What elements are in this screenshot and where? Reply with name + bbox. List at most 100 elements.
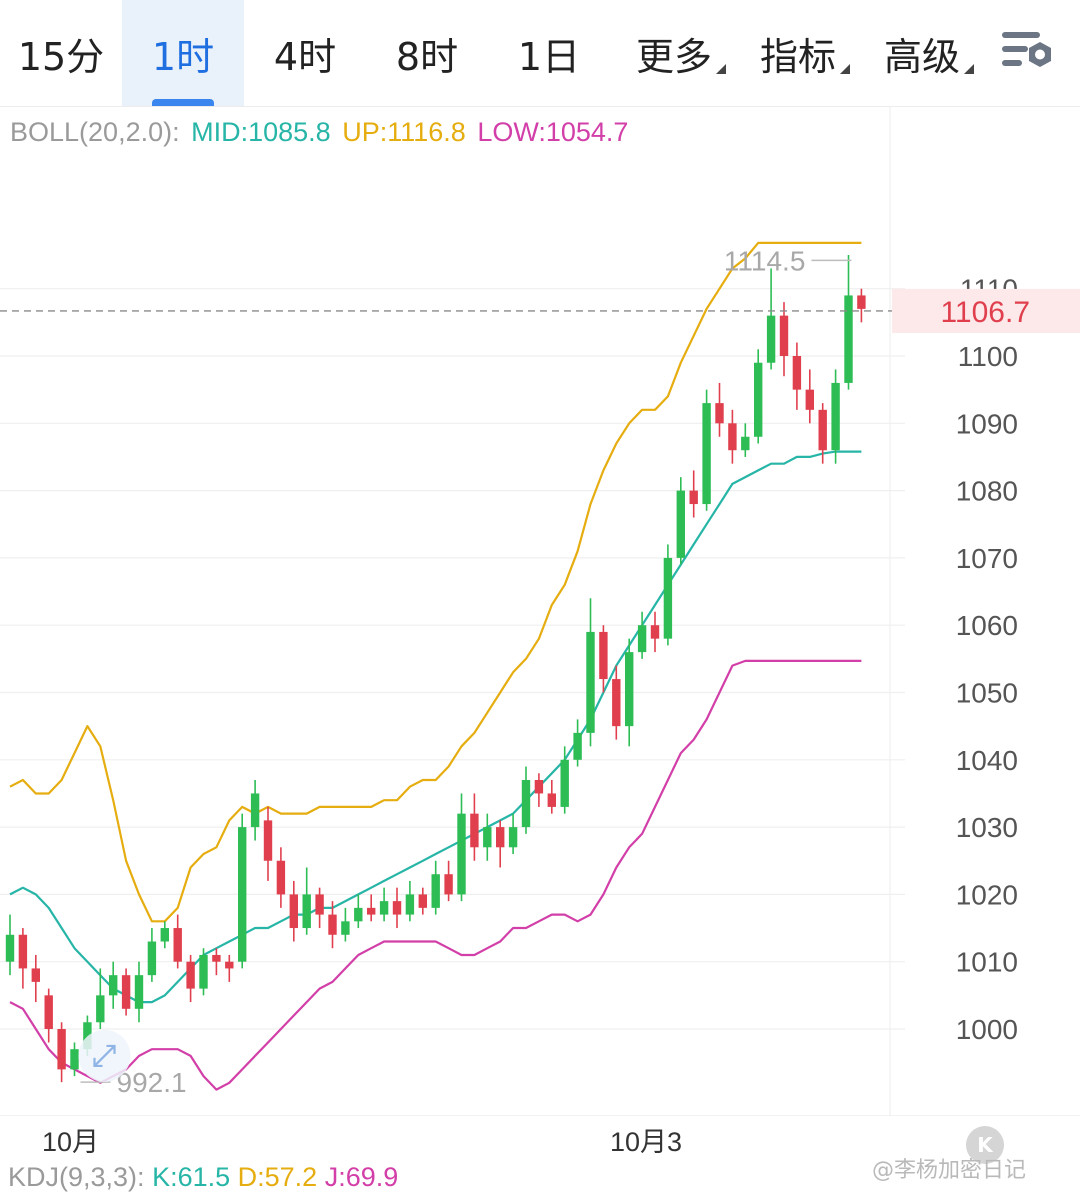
candle-up bbox=[96, 995, 105, 1023]
candle-up bbox=[147, 941, 157, 976]
candle-up bbox=[754, 362, 763, 437]
boll-low-value: LOW:1054.7 bbox=[477, 117, 629, 147]
dropdown-caret-icon bbox=[964, 64, 974, 74]
timeframe-tabbar: 15分 1时 4时 8时 1日 更多 指标 高级 bbox=[0, 0, 1080, 107]
kline-badge-icon[interactable]: K bbox=[966, 1126, 1004, 1164]
y-tick-label: 1020 bbox=[956, 879, 1018, 910]
candle-up bbox=[134, 975, 144, 1009]
candle-down bbox=[715, 403, 724, 424]
candle-up bbox=[109, 975, 118, 996]
candle-up bbox=[508, 827, 518, 848]
tab-advanced-dropdown[interactable]: 高级 bbox=[860, 0, 984, 106]
candle-down bbox=[173, 928, 182, 962]
candle-down bbox=[276, 860, 286, 895]
expand-arrows-icon bbox=[93, 1044, 116, 1068]
candle-down bbox=[689, 490, 698, 505]
y-tick-label: 1000 bbox=[956, 1014, 1018, 1045]
y-tick-label: 1050 bbox=[956, 678, 1018, 709]
candle-up bbox=[431, 874, 440, 908]
candle-up bbox=[250, 793, 260, 828]
candle-down bbox=[779, 315, 789, 356]
candle-down bbox=[263, 820, 273, 861]
last-price-label: 1106.7 bbox=[940, 296, 1030, 329]
candle-down bbox=[496, 827, 505, 848]
candle-up bbox=[560, 759, 569, 807]
candle-down bbox=[328, 914, 337, 935]
candle-down bbox=[212, 954, 221, 962]
y-tick-label: 1060 bbox=[956, 610, 1018, 641]
tab-label: 1时 bbox=[151, 34, 215, 79]
tab-1h[interactable]: 1时 bbox=[122, 0, 244, 106]
tab-label: 1日 bbox=[517, 34, 581, 79]
tab-4h[interactable]: 4时 bbox=[244, 0, 366, 106]
candle-down bbox=[650, 625, 660, 639]
boll-low-line bbox=[9, 659, 862, 1091]
boll-up-value: UP:1116.8 bbox=[342, 117, 466, 147]
candle-down bbox=[805, 389, 814, 410]
boll-label: BOLL(20,2.0): bbox=[10, 117, 180, 147]
boll-mid-line bbox=[9, 450, 862, 1004]
candle-down bbox=[31, 968, 40, 982]
active-tab-indicator bbox=[152, 99, 214, 106]
chart-settings-icon[interactable] bbox=[1000, 28, 1060, 76]
y-tick-label: 1040 bbox=[956, 745, 1018, 776]
dropdown-caret-icon bbox=[716, 64, 726, 74]
candle-up bbox=[844, 295, 853, 383]
candle-down bbox=[367, 907, 376, 915]
kdj-indicator-row: KDJ(9,3,3): K:61.5 D:57.2 J:69.9 bbox=[8, 1160, 398, 1194]
kdj-d-value: D:57.2 bbox=[237, 1162, 318, 1192]
candle-up bbox=[5, 934, 15, 962]
y-tick-label: 1030 bbox=[956, 812, 1018, 843]
y-tick-label: 1010 bbox=[956, 947, 1018, 978]
y-tick-label: 1080 bbox=[956, 476, 1018, 507]
candle-down bbox=[289, 894, 298, 929]
candle-up bbox=[354, 907, 363, 922]
candle-up bbox=[341, 921, 350, 935]
tab-15m[interactable]: 15分 bbox=[0, 0, 122, 106]
candle-up bbox=[483, 827, 492, 848]
candle-up bbox=[379, 901, 389, 915]
candle-down bbox=[186, 961, 195, 989]
candle-down bbox=[418, 894, 427, 908]
candle-up bbox=[637, 625, 647, 653]
boll-mid-value: MID:1085.8 bbox=[191, 117, 331, 147]
candle-up bbox=[586, 631, 595, 733]
candle-down bbox=[599, 631, 608, 680]
x-axis-label-oct3: 10月3 bbox=[610, 1127, 683, 1157]
candle-up bbox=[521, 779, 531, 828]
candle-up bbox=[302, 894, 311, 929]
low-annotation-label: 992.1 bbox=[117, 1067, 187, 1098]
candle-up bbox=[741, 436, 750, 451]
tab-indicators-dropdown[interactable]: 指标 bbox=[736, 0, 860, 106]
candle-up bbox=[83, 1022, 92, 1050]
tab-label: 更多 bbox=[635, 34, 712, 79]
candle-down bbox=[44, 995, 53, 1029]
y-tick-label: 1100 bbox=[958, 341, 1018, 372]
tab-more-dropdown[interactable]: 更多 bbox=[612, 0, 736, 106]
candle-up bbox=[199, 954, 208, 989]
dropdown-caret-icon bbox=[840, 64, 850, 74]
candle-down bbox=[121, 975, 131, 1009]
candle-up bbox=[160, 928, 169, 942]
candle-up bbox=[405, 894, 415, 915]
high-annotation-label: 1114.5 bbox=[724, 245, 805, 276]
kdj-k-value: K:61.5 bbox=[152, 1162, 231, 1192]
candle-down bbox=[470, 813, 479, 848]
candle-up bbox=[573, 732, 582, 760]
boll-up-line bbox=[9, 241, 862, 923]
candle-down bbox=[534, 779, 544, 794]
candle-down bbox=[225, 961, 234, 969]
candle-down bbox=[857, 295, 866, 309]
candle-down bbox=[792, 356, 802, 390]
kdj-label: KDJ(9,3,3): bbox=[8, 1162, 145, 1192]
tab-8h[interactable]: 8时 bbox=[366, 0, 488, 106]
tab-label: 15分 bbox=[17, 34, 105, 79]
candle-up bbox=[663, 557, 673, 639]
candle-down bbox=[728, 423, 737, 451]
tab-1d[interactable]: 1日 bbox=[488, 0, 610, 106]
candlestick-chart[interactable]: 1000 1010 1020 1030 1040 1050 1060 1070 1080 1090… bbox=[0, 106, 1080, 1116]
tab-label: 4时 bbox=[273, 34, 337, 79]
kdj-j-value: J:69.9 bbox=[324, 1162, 399, 1192]
candle-up bbox=[831, 382, 840, 451]
candle-down bbox=[18, 934, 28, 969]
